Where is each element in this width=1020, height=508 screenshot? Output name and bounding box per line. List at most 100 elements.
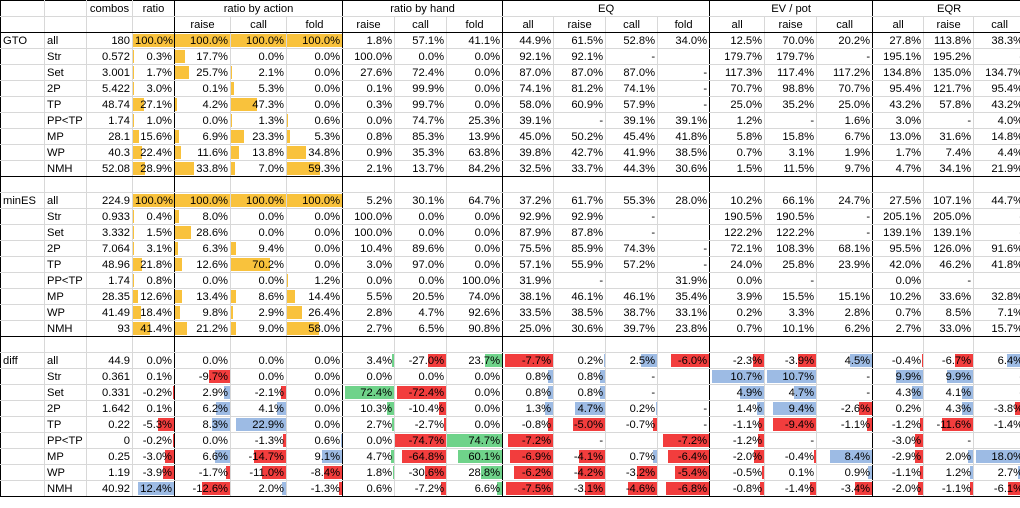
data-cell[interactable]: 100.0% xyxy=(285,32,344,49)
data-cell[interactable]: 3.1% xyxy=(764,144,818,161)
data-cell[interactable]: 122.2% xyxy=(764,224,818,241)
data-cell[interactable]: 195.1% xyxy=(872,48,925,65)
data-cell[interactable]: 0.8% xyxy=(553,384,607,401)
data-cell[interactable]: 14.8% xyxy=(973,128,1020,145)
data-cell[interactable]: 44.9 xyxy=(86,352,133,369)
data-cell[interactable]: 15.8% xyxy=(764,128,818,145)
empty-cell[interactable] xyxy=(44,336,87,353)
data-cell[interactable]: -8.4% xyxy=(285,464,344,481)
block-label[interactable] xyxy=(0,464,45,481)
data-cell[interactable]: 100.0% xyxy=(174,192,231,209)
empty-cell[interactable] xyxy=(44,176,87,193)
data-cell[interactable]: 46.2% xyxy=(923,256,975,273)
data-cell[interactable]: 37.2% xyxy=(502,192,555,209)
data-cell[interactable]: -11.0% xyxy=(230,464,287,481)
data-cell[interactable]: -2.7% xyxy=(394,416,448,433)
data-cell[interactable]: 3.9% xyxy=(709,288,766,305)
empty-cell[interactable] xyxy=(394,336,448,353)
data-cell[interactable]: -0.2% xyxy=(132,384,175,401)
row-label[interactable]: NMH xyxy=(44,320,87,337)
data-cell[interactable]: 0.3% xyxy=(132,48,175,65)
data-cell[interactable]: -1.1% xyxy=(709,416,766,433)
data-cell[interactable]: 84.2% xyxy=(446,160,504,177)
empty-cell[interactable] xyxy=(709,176,766,193)
data-cell[interactable]: -7.5% xyxy=(502,480,555,497)
data-cell[interactable]: - xyxy=(657,64,711,81)
data-cell[interactable]: -0.5% xyxy=(709,464,766,481)
data-cell[interactable]: 15.1% xyxy=(816,288,874,305)
data-cell[interactable]: 0.0% xyxy=(446,96,504,113)
data-cell[interactable]: -0.4% xyxy=(872,352,925,369)
data-cell[interactable]: 6.6% xyxy=(174,448,231,465)
data-cell[interactable]: 41.4% xyxy=(132,320,175,337)
data-cell[interactable]: 0.0% xyxy=(709,272,766,289)
data-cell[interactable]: 1.19 xyxy=(86,464,133,481)
data-cell[interactable]: 0.1% xyxy=(342,80,396,97)
data-cell[interactable]: 92.1% xyxy=(553,48,607,65)
data-cell[interactable]: -3.0% xyxy=(132,448,175,465)
empty-cell[interactable] xyxy=(816,176,874,193)
block-label[interactable] xyxy=(0,240,45,257)
empty-cell[interactable] xyxy=(872,336,925,353)
data-cell[interactable]: 0.8% xyxy=(342,128,396,145)
data-cell[interactable]: 44.7% xyxy=(973,192,1020,209)
data-cell[interactable]: -64.8% xyxy=(394,448,448,465)
data-cell[interactable]: 2.9% xyxy=(174,384,231,401)
empty-cell[interactable] xyxy=(285,336,344,353)
block-label[interactable] xyxy=(0,48,45,65)
data-cell[interactable]: 30.1% xyxy=(394,192,448,209)
data-cell[interactable]: 66.1% xyxy=(764,192,818,209)
data-cell[interactable]: 87.0% xyxy=(553,64,607,81)
data-cell[interactable]: 32.8% xyxy=(973,288,1020,305)
data-cell[interactable]: 34.1% xyxy=(923,160,975,177)
data-cell[interactable]: 35.2% xyxy=(764,96,818,113)
data-cell[interactable]: - xyxy=(605,208,659,225)
data-cell[interactable]: 0.0% xyxy=(342,272,396,289)
data-cell[interactable]: 0.0% xyxy=(285,96,344,113)
data-cell[interactable]: 1.3% xyxy=(230,112,287,129)
empty-cell[interactable] xyxy=(973,336,1020,353)
data-cell[interactable]: 14.4% xyxy=(285,288,344,305)
data-cell[interactable]: 3.1% xyxy=(132,240,175,257)
data-cell[interactable]: -5.4% xyxy=(657,464,711,481)
data-cell[interactable]: -27.0% xyxy=(394,352,448,369)
block-label[interactable] xyxy=(0,288,45,305)
data-cell[interactable]: -2.0% xyxy=(872,480,925,497)
data-cell[interactable]: 34.0% xyxy=(657,32,711,49)
data-cell[interactable]: 139.1% xyxy=(923,224,975,241)
data-cell[interactable]: 10.1% xyxy=(764,320,818,337)
data-cell[interactable]: 1.9% xyxy=(816,144,874,161)
data-cell[interactable]: 6.4% xyxy=(973,352,1020,369)
data-cell[interactable]: 20.5% xyxy=(394,288,448,305)
data-cell[interactable]: 70.2% xyxy=(230,256,287,273)
data-cell[interactable]: 0.331 xyxy=(86,384,133,401)
data-cell[interactable]: 0.0% xyxy=(446,416,504,433)
data-cell[interactable]: 45.0% xyxy=(502,128,555,145)
block-label[interactable] xyxy=(0,80,45,97)
data-cell[interactable]: 38.3% xyxy=(973,32,1020,49)
data-cell[interactable]: 39.1% xyxy=(657,112,711,129)
data-cell[interactable]: 0.8% xyxy=(132,272,175,289)
data-cell[interactable]: 21.8% xyxy=(132,256,175,273)
empty-cell[interactable] xyxy=(0,336,45,353)
data-cell[interactable]: 2.7% xyxy=(973,464,1020,481)
data-cell[interactable]: -2.3% xyxy=(709,352,766,369)
data-cell[interactable]: 23.9% xyxy=(816,256,874,273)
data-cell[interactable]: 0.6% xyxy=(285,112,344,129)
data-cell[interactable]: 27.1% xyxy=(132,96,175,113)
data-cell[interactable]: 7.0% xyxy=(230,160,287,177)
data-cell[interactable]: 22.9% xyxy=(230,416,287,433)
data-cell[interactable]: 8.4% xyxy=(816,448,874,465)
data-cell[interactable]: 25.7% xyxy=(174,64,231,81)
data-cell[interactable]: -6.4% xyxy=(657,448,711,465)
data-cell[interactable]: 42.0% xyxy=(872,256,925,273)
data-cell[interactable]: 0.0% xyxy=(285,384,344,401)
data-cell[interactable]: 95.5% xyxy=(872,240,925,257)
data-cell[interactable]: 59.3% xyxy=(285,160,344,177)
data-cell[interactable]: 13.0% xyxy=(872,128,925,145)
empty-cell[interactable] xyxy=(285,176,344,193)
empty-cell[interactable] xyxy=(174,336,231,353)
data-cell[interactable]: 205.1% xyxy=(872,208,925,225)
block-label[interactable] xyxy=(0,448,45,465)
row-label[interactable]: MP xyxy=(44,128,87,145)
